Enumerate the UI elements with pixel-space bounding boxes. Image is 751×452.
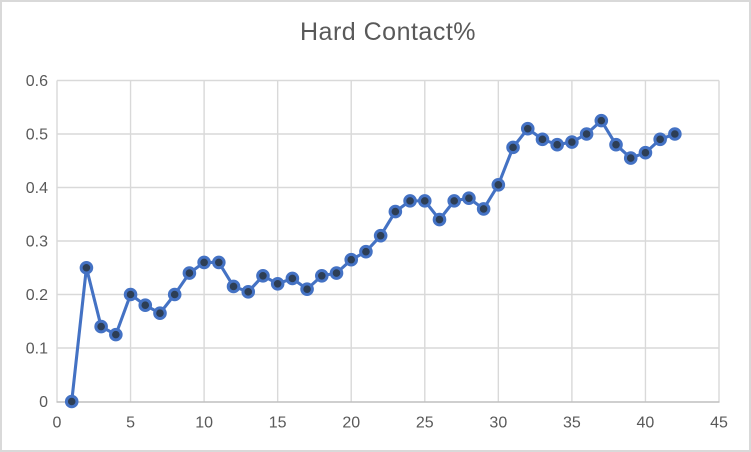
- data-point-marker: [197, 255, 211, 270]
- data-point-marker: [109, 327, 123, 342]
- data-point-marker: [638, 145, 653, 160]
- data-point-marker: [138, 298, 153, 313]
- data-point-marker: [388, 204, 403, 219]
- data-point-marker: [535, 132, 550, 147]
- data-point-marker: [256, 268, 270, 283]
- data-point-marker: [79, 260, 94, 275]
- series-line: [70, 119, 677, 404]
- data-point-marker: [329, 266, 344, 280]
- chart-title: Hard Contact%: [299, 18, 477, 46]
- y-axis-tick-label: 0.1: [26, 341, 48, 358]
- data-point-marker: [241, 285, 256, 299]
- x-axis-tick-label: 45: [710, 415, 728, 432]
- data-point-marker: [300, 282, 314, 296]
- data-point-marker: [550, 137, 564, 152]
- data-point-marker: [491, 178, 506, 192]
- data-point-marker: [212, 255, 226, 270]
- x-axis-tick-label: 35: [563, 415, 581, 432]
- x-axis-tick-label: 30: [489, 415, 507, 432]
- data-point-marker: [285, 271, 300, 286]
- x-axis-tick-label: 40: [637, 415, 655, 432]
- data-point-marker: [447, 194, 462, 208]
- data-point-marker: [167, 287, 182, 302]
- x-axis-tick-label: 20: [342, 415, 360, 432]
- data-point-marker: [270, 277, 285, 291]
- y-axis-tick-label: 0.3: [26, 234, 48, 251]
- data-point-marker: [153, 306, 167, 321]
- data-point-marker: [609, 137, 623, 152]
- x-axis-tick-label: 10: [195, 415, 213, 432]
- data-point-marker: [123, 287, 138, 302]
- data-point-marker: [476, 202, 491, 216]
- y-axis-tick-label: 0.6: [26, 73, 48, 90]
- data-point-marker: [182, 266, 197, 280]
- x-axis-tick-label: 15: [269, 415, 287, 432]
- data-point-marker: [506, 140, 520, 155]
- data-point-marker: [520, 121, 535, 136]
- y-axis-tick-label: 0.4: [26, 180, 48, 197]
- data-point-marker: [417, 194, 432, 208]
- data-point-marker: [623, 151, 638, 165]
- data-point-marker: [579, 127, 594, 141]
- x-axis-tick-label: 5: [126, 415, 135, 432]
- data-point-marker: [315, 268, 329, 283]
- data-point-marker: [359, 244, 373, 259]
- y-axis-tick-label: 0.2: [26, 287, 48, 304]
- x-axis-tick-label: 25: [416, 415, 434, 432]
- data-point-marker: [594, 113, 609, 128]
- data-point-marker: [462, 191, 476, 205]
- data-point-marker: [403, 194, 417, 208]
- y-axis-tick-label: 0: [39, 394, 48, 411]
- data-point-marker: [668, 127, 682, 141]
- x-axis-tick-label: 0: [53, 415, 62, 432]
- data-point-marker: [344, 252, 359, 267]
- data-point-marker: [432, 212, 447, 227]
- data-point-marker: [64, 394, 79, 409]
- data-point-marker: [226, 279, 241, 294]
- data-point-marker: [94, 319, 108, 334]
- y-axis-tick-label: 0.5: [26, 127, 48, 144]
- data-point-marker: [373, 228, 388, 243]
- data-point-marker: [565, 135, 579, 149]
- data-point-marker: [653, 132, 667, 147]
